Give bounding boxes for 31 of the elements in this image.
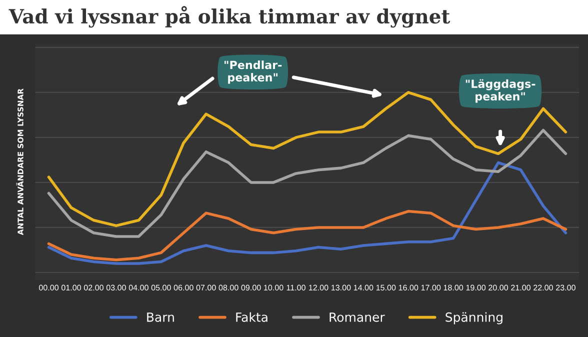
x-tick-label: 11.00 xyxy=(286,284,306,290)
x-tick-label: 22.00 xyxy=(534,284,553,290)
legend-label: Spänning xyxy=(446,312,502,324)
x-tick-label: 21.00 xyxy=(511,284,531,290)
legend-label: Romaner xyxy=(330,312,385,322)
x-tick-label: 09.00 xyxy=(241,284,261,290)
x-tick-label: 23.00 xyxy=(556,284,576,290)
x-tick-label: 04.00 xyxy=(128,284,148,290)
x-tick-label: 19.00 xyxy=(466,284,486,290)
x-tick-label: 17.00 xyxy=(421,284,441,290)
x-tick-label: 01.00 xyxy=(61,284,82,290)
x-tick-label: 12.00 xyxy=(309,284,328,290)
x-tick-label: 00.00 xyxy=(39,284,59,290)
x-tick-label: 07.00 xyxy=(196,284,216,290)
chart-title: Vad vi lyssnar på olika timmar av dygnet xyxy=(8,6,450,28)
legend-label: Barn xyxy=(147,312,174,322)
x-tick-label: 08.00 xyxy=(218,284,238,290)
x-tick-label: 05.00 xyxy=(151,284,171,290)
x-tick-label: 14.00 xyxy=(354,284,374,290)
x-tick-label: 06.00 xyxy=(174,284,194,290)
text: "Pendlar- peaken" xyxy=(224,60,282,84)
x-tick-label: 16.00 xyxy=(398,284,418,290)
x-tick-label: 15.00 xyxy=(376,284,396,290)
x-tick-label: 18.00 xyxy=(444,284,464,290)
x-tick-label: 13.00 xyxy=(331,284,351,290)
x-tick-label: 20.00 xyxy=(488,284,508,290)
annotation: "Läggdags- peaken" xyxy=(466,79,536,103)
x-tick-label: 10.00 xyxy=(264,284,284,290)
legend-label: Fakta xyxy=(236,312,268,322)
x-tick-label: 02.00 xyxy=(84,284,104,290)
x-tick-label: 03.00 xyxy=(106,284,126,290)
